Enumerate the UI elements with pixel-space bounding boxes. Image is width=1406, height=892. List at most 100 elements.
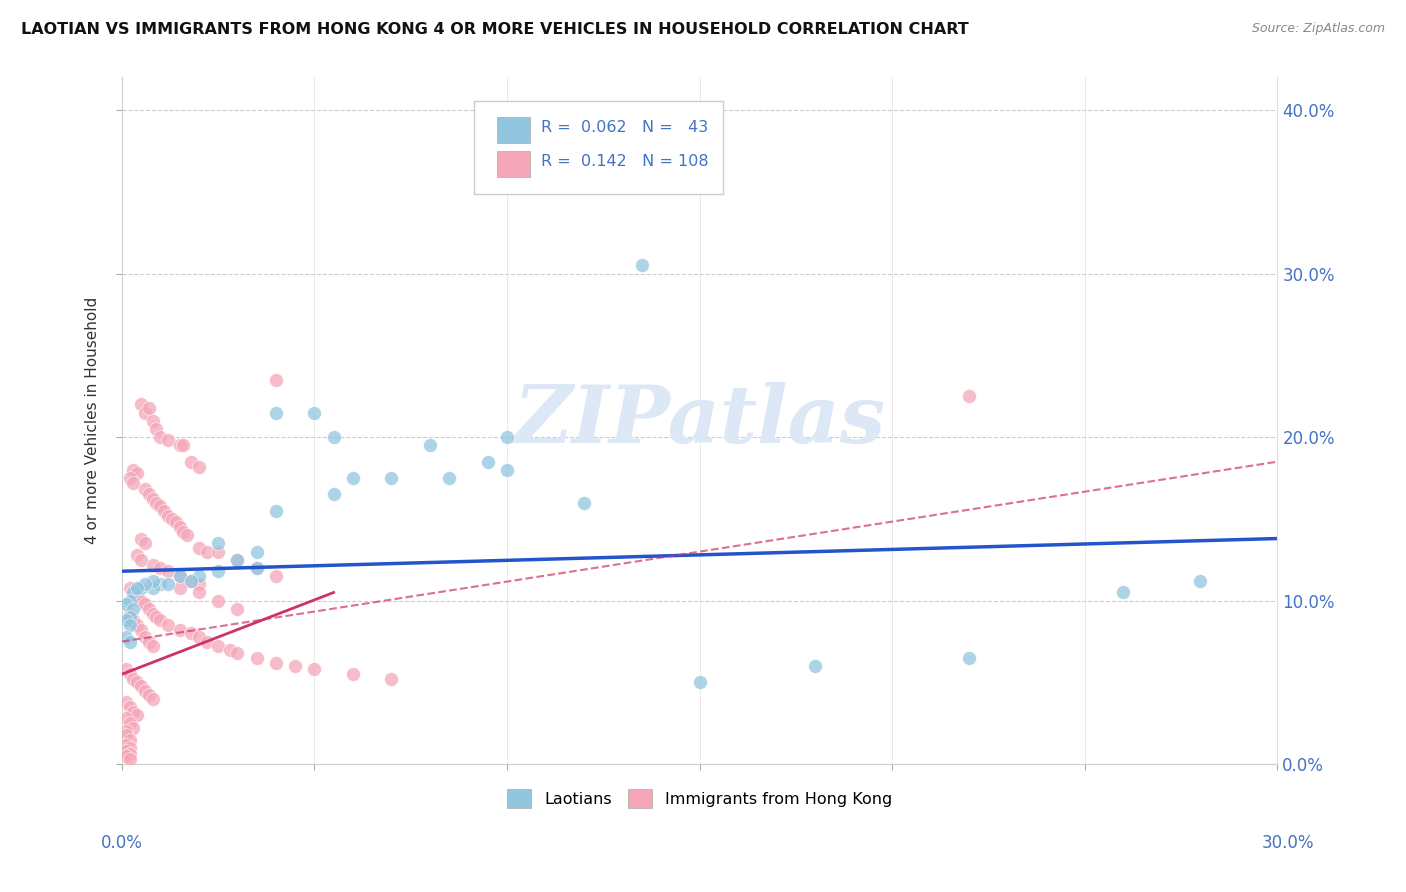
Point xyxy=(419,438,441,452)
Point xyxy=(118,471,141,485)
Point xyxy=(127,618,149,632)
Point xyxy=(142,607,165,621)
Point xyxy=(122,475,145,490)
Point xyxy=(207,640,229,654)
Point xyxy=(142,414,165,428)
Point xyxy=(142,558,165,572)
Text: 0.0%: 0.0% xyxy=(101,834,143,852)
Point xyxy=(689,675,711,690)
Point xyxy=(129,623,152,637)
Point xyxy=(118,667,141,681)
Point xyxy=(122,613,145,627)
Point xyxy=(246,561,269,575)
Point xyxy=(138,602,160,616)
Point xyxy=(226,553,249,567)
Point xyxy=(187,585,209,599)
Point xyxy=(218,642,240,657)
Point xyxy=(145,422,167,436)
Point xyxy=(1189,574,1212,588)
Point xyxy=(142,581,165,595)
Point xyxy=(118,607,141,621)
Point xyxy=(127,548,149,562)
Point xyxy=(114,662,136,676)
Point xyxy=(157,564,180,578)
Point xyxy=(1112,585,1135,599)
Point xyxy=(157,434,180,448)
Point xyxy=(122,705,145,719)
Point xyxy=(118,732,141,747)
FancyBboxPatch shape xyxy=(498,117,530,143)
FancyBboxPatch shape xyxy=(498,151,530,177)
Point xyxy=(157,508,180,523)
Point xyxy=(187,569,209,583)
Point xyxy=(122,602,145,616)
Point xyxy=(127,708,149,723)
Point xyxy=(122,672,145,686)
Point xyxy=(207,593,229,607)
Point xyxy=(122,585,145,599)
Point xyxy=(153,504,176,518)
Point xyxy=(114,630,136,644)
Point xyxy=(207,536,229,550)
Point xyxy=(187,459,209,474)
Point xyxy=(114,738,136,752)
Point xyxy=(226,553,249,567)
Text: Source: ZipAtlas.com: Source: ZipAtlas.com xyxy=(1251,22,1385,36)
Point xyxy=(118,740,141,755)
Point xyxy=(134,483,156,497)
Point xyxy=(496,463,519,477)
Point xyxy=(118,593,141,607)
Point xyxy=(264,656,287,670)
Point xyxy=(180,626,202,640)
Point xyxy=(122,721,145,735)
FancyBboxPatch shape xyxy=(474,102,723,194)
Point xyxy=(342,667,364,681)
Text: LAOTIAN VS IMMIGRANTS FROM HONG KONG 4 OR MORE VEHICLES IN HOUSEHOLD CORRELATION: LAOTIAN VS IMMIGRANTS FROM HONG KONG 4 O… xyxy=(21,22,969,37)
Point xyxy=(496,430,519,444)
Point xyxy=(169,581,191,595)
Point xyxy=(134,630,156,644)
Point xyxy=(127,466,149,480)
Point xyxy=(114,711,136,725)
Point xyxy=(142,691,165,706)
Point xyxy=(118,634,141,648)
Point xyxy=(246,544,269,558)
Text: ZIPatlas: ZIPatlas xyxy=(513,382,886,459)
Point xyxy=(149,561,172,575)
Point xyxy=(172,438,194,452)
Point xyxy=(207,564,229,578)
Point xyxy=(187,577,209,591)
Point xyxy=(118,752,141,766)
Point xyxy=(138,401,160,415)
Point xyxy=(134,683,156,698)
Point xyxy=(129,593,152,607)
Point xyxy=(226,646,249,660)
Point xyxy=(264,504,287,518)
Point xyxy=(127,591,149,605)
Point xyxy=(264,373,287,387)
Point xyxy=(114,597,136,611)
Point xyxy=(142,492,165,507)
Point xyxy=(114,728,136,742)
Point xyxy=(439,471,461,485)
Point xyxy=(157,577,180,591)
Point xyxy=(149,577,172,591)
Point xyxy=(322,487,344,501)
Point xyxy=(122,463,145,477)
Point xyxy=(264,569,287,583)
Y-axis label: 4 or more Vehicles in Household: 4 or more Vehicles in Household xyxy=(86,297,100,544)
Point xyxy=(207,544,229,558)
Point xyxy=(477,455,499,469)
Point xyxy=(180,455,202,469)
Point xyxy=(165,515,187,529)
Point xyxy=(118,610,141,624)
Point xyxy=(157,618,180,632)
Point xyxy=(264,406,287,420)
Point xyxy=(134,577,156,591)
Point xyxy=(118,581,141,595)
Point xyxy=(142,640,165,654)
Point xyxy=(129,397,152,411)
Point xyxy=(114,613,136,627)
Point xyxy=(142,574,165,588)
Text: 30.0%: 30.0% xyxy=(1263,834,1315,852)
